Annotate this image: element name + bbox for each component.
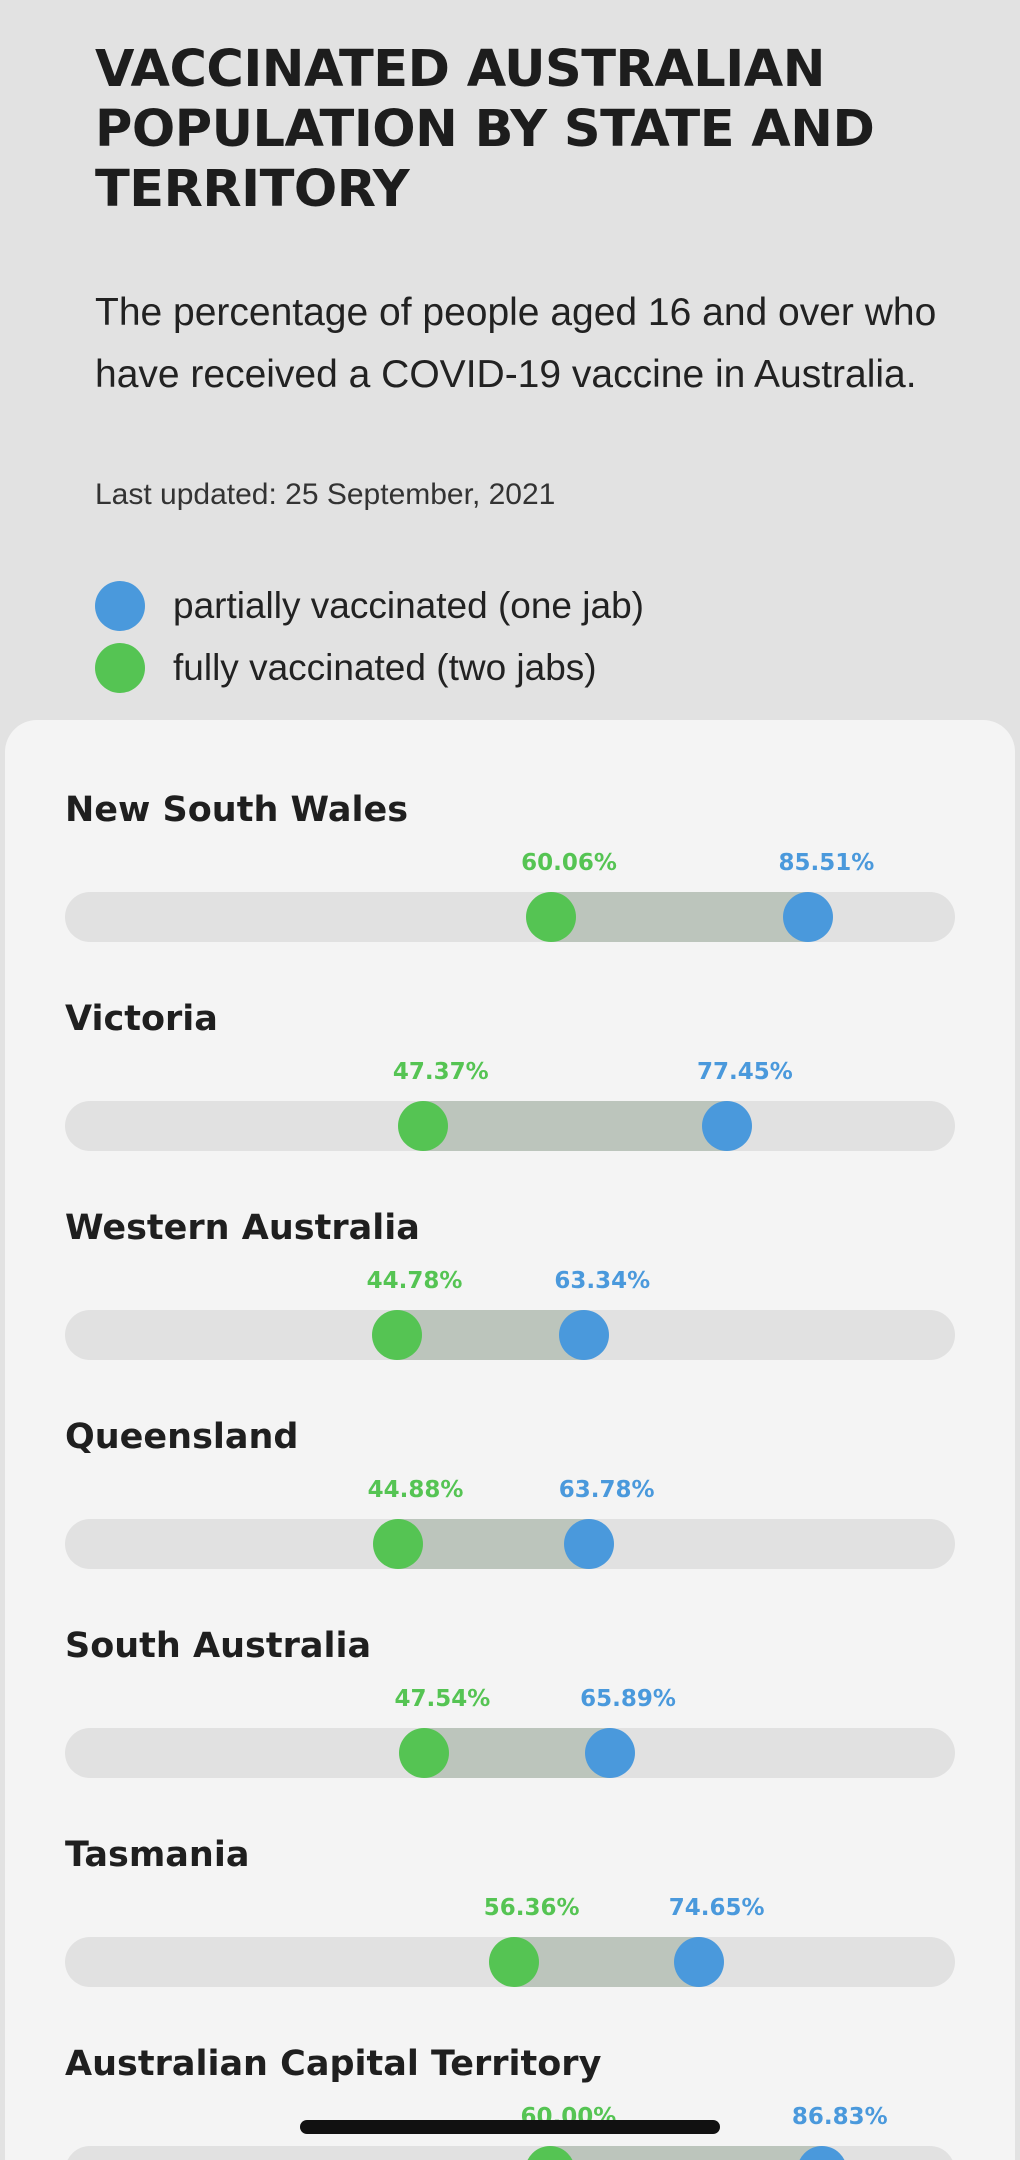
dot-full-queensland[interactable] <box>372 1519 423 1569</box>
state-name-queensland: Queensland <box>65 1417 299 1457</box>
state-name-victoria: Victoria <box>65 999 218 1039</box>
dot-full-victoria[interactable] <box>397 1101 448 1151</box>
legend-dot-partial <box>95 581 145 631</box>
legend: partially vaccinated (one jab) fully vac… <box>95 575 644 699</box>
home-indicator[interactable] <box>300 2120 720 2134</box>
range-bar-south-australia <box>424 1728 611 1778</box>
label-full-queensland: 44.88% <box>367 1477 464 1503</box>
state-name-new-south-wales: New South Wales <box>65 790 409 830</box>
dot-partial-queensland[interactable] <box>563 1519 614 1569</box>
dot-full-new-south-wales[interactable] <box>526 892 577 942</box>
label-partial-australian-capital-territory: 86.83% <box>791 2104 888 2130</box>
row-western-australia: Western Australia 44.78% 63.34% <box>5 1138 1015 1360</box>
row-queensland: Queensland 44.88% 63.78% <box>5 1347 1015 1569</box>
row-new-south-wales: New South Wales 60.06% 85.51% <box>5 720 1015 942</box>
row-south-australia: South Australia 47.54% 65.89% <box>5 1556 1015 1778</box>
legend-item-partial: partially vaccinated (one jab) <box>95 575 644 637</box>
chart-header: VACCINATED AUSTRALIAN POPULATION BY STAT… <box>0 0 1020 740</box>
chart-title: VACCINATED AUSTRALIAN POPULATION BY STAT… <box>95 40 875 219</box>
dot-full-tasmania[interactable] <box>488 1937 539 1987</box>
chart-subtitle: The percentage of people aged 16 and ove… <box>95 291 937 396</box>
range-bar-new-south-wales <box>551 892 809 942</box>
legend-dot-full <box>95 643 145 693</box>
dot-partial-south-australia[interactable] <box>585 1728 636 1778</box>
row-tasmania: Tasmania 56.36% 74.65% <box>5 1765 1015 1987</box>
dot-partial-western-australia[interactable] <box>559 1310 610 1360</box>
dot-full-south-australia[interactable] <box>399 1728 450 1778</box>
label-full-south-australia: 47.54% <box>394 1686 491 1712</box>
dot-full-western-australia[interactable] <box>371 1310 422 1360</box>
last-updated: Last updated: 25 September, 2021 <box>95 478 556 511</box>
state-name-australian-capital-territory: Australian Capital Territory <box>65 2044 602 2084</box>
label-full-tasmania: 56.36% <box>483 1895 580 1921</box>
dot-partial-new-south-wales[interactable] <box>783 892 834 942</box>
chart-card: New South Wales 60.06% 85.51% Victoria 47.37… <box>5 720 1015 2160</box>
label-full-victoria: 47.37% <box>392 1059 489 1085</box>
legend-item-full: fully vaccinated (two jabs) <box>95 637 644 699</box>
legend-label-partial: partially vaccinated (one jab) <box>173 585 644 626</box>
label-full-western-australia: 44.78% <box>366 1268 463 1294</box>
state-name-south-australia: South Australia <box>65 1626 372 1666</box>
row-victoria: Victoria 47.37% 77.45% <box>5 929 1015 1151</box>
range-bar-tasmania <box>513 1937 699 1987</box>
dot-partial-victoria[interactable] <box>701 1101 752 1151</box>
range-bar-australian-capital-territory <box>550 2146 822 2160</box>
range-bar-queensland <box>397 1519 589 1569</box>
label-full-new-south-wales: 60.06% <box>521 850 617 876</box>
legend-label-full: fully vaccinated (two jabs) <box>173 647 597 688</box>
label-partial-queensland: 63.78% <box>558 1477 655 1503</box>
dot-partial-tasmania[interactable] <box>673 1937 724 1987</box>
label-partial-new-south-wales: 85.51% <box>778 850 875 876</box>
range-bar-western-australia <box>396 1310 585 1360</box>
label-partial-victoria: 77.45% <box>697 1059 793 1085</box>
label-partial-western-australia: 63.34% <box>554 1268 651 1294</box>
range-bar-victoria <box>422 1101 727 1151</box>
state-name-tasmania: Tasmania <box>65 1835 250 1875</box>
label-partial-south-australia: 65.89% <box>580 1686 676 1712</box>
label-partial-tasmania: 74.65% <box>668 1895 765 1921</box>
state-name-western-australia: Western Australia <box>65 1208 420 1248</box>
